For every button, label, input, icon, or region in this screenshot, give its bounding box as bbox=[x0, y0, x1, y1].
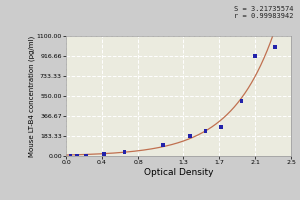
Point bbox=[253, 54, 257, 58]
Point bbox=[272, 45, 277, 49]
Point bbox=[218, 125, 223, 129]
Point bbox=[74, 154, 79, 158]
Text: S = 3.21735574
r = 0.99983942: S = 3.21735574 r = 0.99983942 bbox=[235, 6, 294, 19]
Point bbox=[161, 143, 166, 147]
Point bbox=[83, 154, 88, 158]
Point bbox=[203, 129, 208, 132]
X-axis label: Optical Density: Optical Density bbox=[144, 168, 213, 177]
Point bbox=[239, 100, 244, 103]
Point bbox=[188, 134, 193, 138]
Point bbox=[122, 150, 127, 154]
Point bbox=[68, 154, 73, 158]
Point bbox=[101, 152, 106, 156]
Y-axis label: Mouse LT-B4 concentration (pg/ml): Mouse LT-B4 concentration (pg/ml) bbox=[29, 35, 35, 157]
